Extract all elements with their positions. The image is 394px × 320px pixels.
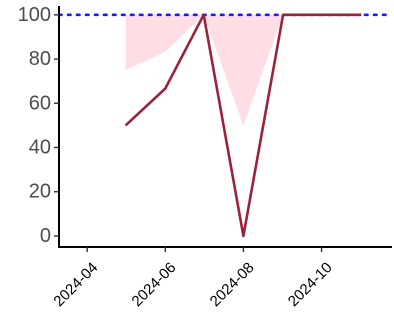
y-tick-label: 80 xyxy=(29,48,51,70)
x-tick-label: 2024-04 xyxy=(50,259,101,310)
x-axis-ticks: 2024-04 2024-06 2024-08 2024-10 xyxy=(50,247,336,310)
x-tick-label: 2024-06 xyxy=(129,259,180,310)
axes xyxy=(58,6,392,248)
confidence-band-layer xyxy=(125,14,362,126)
y-axis-ticks: 0 20 40 60 80 100 xyxy=(18,4,59,247)
x-tick-label: 2024-08 xyxy=(207,259,258,310)
series-line-0 xyxy=(124,13,362,238)
y-tick-label: 60 xyxy=(29,92,51,114)
series-layer xyxy=(124,13,362,238)
y-tick-label: 100 xyxy=(18,4,51,26)
confidence-band xyxy=(125,14,362,126)
y-tick-label: 20 xyxy=(29,181,51,203)
x-tick-label: 2024-10 xyxy=(285,259,336,310)
y-tick-label: 0 xyxy=(40,225,51,247)
y-tick-label: 40 xyxy=(29,137,51,159)
